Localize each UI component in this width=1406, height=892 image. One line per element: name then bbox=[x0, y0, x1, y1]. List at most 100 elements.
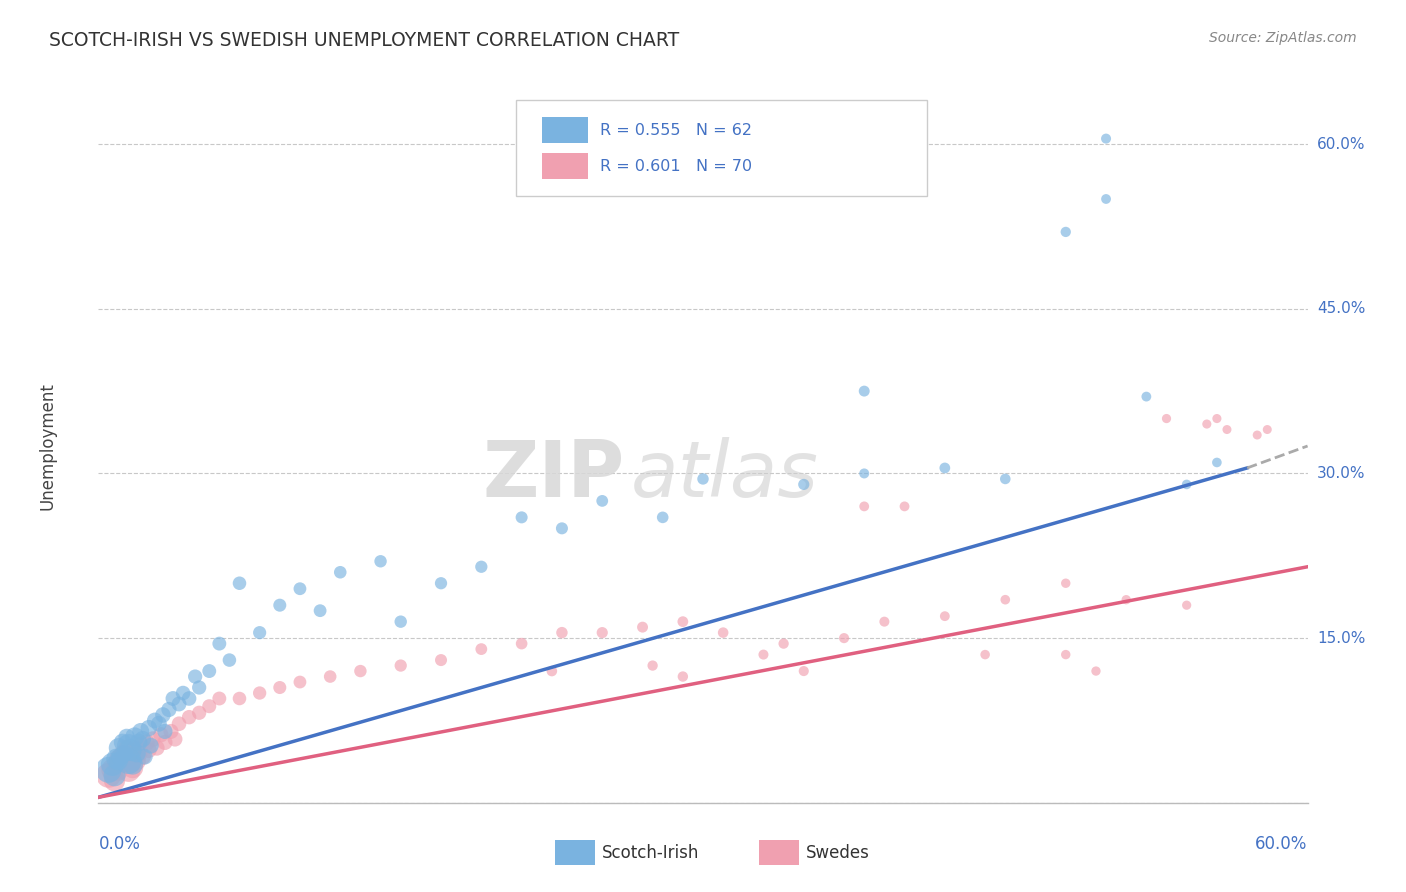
Point bbox=[1054, 225, 1077, 239]
Point bbox=[107, 752, 129, 766]
Point bbox=[120, 752, 142, 766]
Point bbox=[101, 763, 124, 777]
Point bbox=[1135, 390, 1157, 404]
Point bbox=[118, 763, 141, 777]
Point bbox=[853, 500, 876, 514]
Point bbox=[1216, 423, 1239, 437]
Point bbox=[188, 681, 211, 695]
Point bbox=[551, 521, 574, 535]
Point bbox=[1054, 648, 1077, 662]
Point bbox=[142, 732, 165, 747]
Point bbox=[105, 757, 128, 772]
Point bbox=[110, 757, 132, 772]
Text: 0.0%: 0.0% bbox=[98, 835, 141, 853]
Point bbox=[1054, 576, 1077, 591]
Bar bbox=[543, 153, 588, 179]
Point bbox=[1195, 417, 1218, 431]
Point bbox=[114, 747, 136, 761]
Point bbox=[1115, 592, 1137, 607]
Point bbox=[269, 681, 291, 695]
Point bbox=[143, 714, 166, 728]
Point bbox=[110, 749, 132, 764]
Point bbox=[138, 743, 160, 757]
Point bbox=[184, 669, 207, 683]
Point bbox=[793, 664, 815, 678]
Point bbox=[1095, 131, 1118, 145]
Point bbox=[711, 625, 734, 640]
Point bbox=[793, 477, 815, 491]
Point bbox=[1085, 664, 1108, 678]
FancyBboxPatch shape bbox=[516, 100, 927, 196]
Point bbox=[1256, 423, 1278, 437]
Point bbox=[129, 724, 152, 739]
Point bbox=[591, 625, 613, 640]
Point bbox=[120, 743, 142, 757]
Point bbox=[994, 472, 1017, 486]
Point bbox=[540, 664, 562, 678]
Point bbox=[105, 752, 128, 766]
Point bbox=[125, 754, 148, 768]
Text: Unemployment: Unemployment bbox=[38, 382, 56, 510]
Point bbox=[389, 615, 412, 629]
Point bbox=[249, 686, 271, 700]
Point bbox=[893, 500, 915, 514]
Point bbox=[198, 699, 221, 714]
Point bbox=[132, 749, 155, 764]
Point bbox=[121, 757, 143, 772]
Point bbox=[853, 467, 876, 481]
Point bbox=[103, 773, 125, 788]
Point bbox=[162, 691, 184, 706]
Point bbox=[974, 648, 997, 662]
Point bbox=[319, 669, 342, 683]
Point bbox=[124, 743, 146, 757]
Point bbox=[470, 559, 492, 574]
Point bbox=[129, 739, 152, 753]
Point bbox=[1206, 455, 1229, 469]
Text: R = 0.555   N = 62: R = 0.555 N = 62 bbox=[600, 122, 752, 137]
Point bbox=[228, 576, 250, 591]
Point bbox=[121, 761, 143, 775]
Point bbox=[103, 768, 125, 782]
Point bbox=[470, 642, 492, 657]
Point bbox=[115, 740, 138, 755]
Point bbox=[188, 706, 211, 720]
Point bbox=[167, 697, 190, 711]
Point bbox=[153, 724, 176, 739]
Point bbox=[934, 609, 956, 624]
Point bbox=[177, 691, 201, 706]
Point bbox=[329, 566, 352, 580]
Point bbox=[309, 604, 332, 618]
Point bbox=[389, 658, 412, 673]
Text: ZIP: ZIP bbox=[482, 436, 624, 513]
Point bbox=[1175, 598, 1198, 612]
Point bbox=[167, 716, 190, 731]
Point bbox=[934, 461, 956, 475]
Point bbox=[177, 710, 201, 724]
Point bbox=[97, 768, 120, 782]
Point bbox=[288, 582, 311, 596]
Point bbox=[1175, 477, 1198, 491]
Point bbox=[1156, 411, 1178, 425]
Point bbox=[128, 747, 150, 761]
Point bbox=[631, 620, 654, 634]
Point bbox=[115, 730, 138, 744]
Point bbox=[125, 747, 148, 761]
Point bbox=[149, 728, 172, 742]
Point bbox=[772, 637, 794, 651]
Point bbox=[132, 732, 155, 747]
Text: Scotch-Irish: Scotch-Irish bbox=[602, 844, 699, 862]
Point bbox=[873, 615, 896, 629]
Point bbox=[853, 384, 876, 398]
Point bbox=[510, 510, 533, 524]
Point bbox=[139, 739, 162, 753]
Point bbox=[128, 735, 150, 749]
Point bbox=[288, 675, 311, 690]
Point bbox=[1095, 192, 1118, 206]
Point bbox=[208, 691, 231, 706]
Text: 60.0%: 60.0% bbox=[1256, 835, 1308, 853]
Point bbox=[118, 754, 141, 768]
Point bbox=[672, 669, 695, 683]
Point bbox=[157, 702, 180, 716]
Point bbox=[591, 494, 613, 508]
Text: SCOTCH-IRISH VS SWEDISH UNEMPLOYMENT CORRELATION CHART: SCOTCH-IRISH VS SWEDISH UNEMPLOYMENT COR… bbox=[49, 31, 679, 50]
